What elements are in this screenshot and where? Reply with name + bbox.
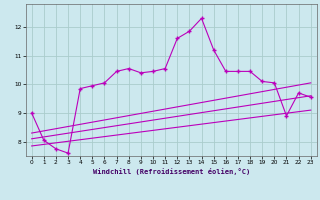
X-axis label: Windchill (Refroidissement éolien,°C): Windchill (Refroidissement éolien,°C) [92,168,250,175]
